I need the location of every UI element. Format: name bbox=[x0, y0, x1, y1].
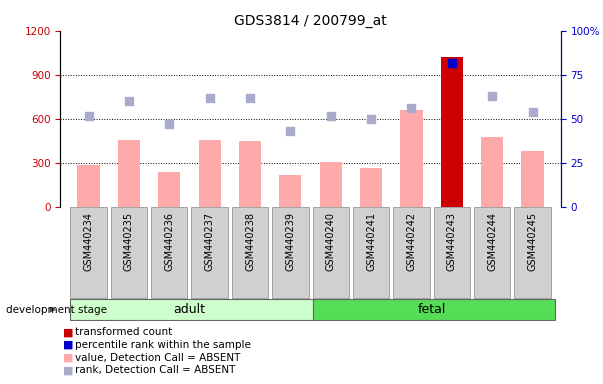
Text: ■: ■ bbox=[63, 327, 74, 337]
Text: value, Detection Call = ABSENT: value, Detection Call = ABSENT bbox=[75, 353, 241, 362]
Text: GSM440241: GSM440241 bbox=[366, 212, 376, 271]
Bar bbox=[393, 207, 429, 298]
Bar bbox=[441, 57, 463, 207]
Point bbox=[124, 98, 134, 104]
Point bbox=[165, 121, 174, 127]
Point bbox=[366, 116, 376, 122]
Text: fetal: fetal bbox=[417, 303, 446, 316]
Text: GSM440244: GSM440244 bbox=[487, 212, 497, 271]
Bar bbox=[320, 162, 342, 207]
Point bbox=[447, 60, 456, 66]
Text: GSM440236: GSM440236 bbox=[164, 212, 174, 271]
Text: transformed count: transformed count bbox=[75, 327, 172, 337]
Text: ■: ■ bbox=[63, 340, 74, 350]
Bar bbox=[71, 207, 107, 298]
Text: ■: ■ bbox=[63, 365, 74, 375]
Bar bbox=[198, 141, 221, 207]
Point bbox=[326, 113, 335, 119]
Text: GSM440234: GSM440234 bbox=[84, 212, 93, 271]
Bar bbox=[151, 207, 188, 298]
Bar bbox=[312, 300, 555, 319]
Point bbox=[406, 105, 416, 111]
Point bbox=[205, 95, 215, 101]
Bar bbox=[312, 207, 349, 298]
Bar bbox=[272, 207, 309, 298]
Bar bbox=[111, 207, 147, 298]
Text: ■: ■ bbox=[63, 353, 74, 362]
Text: GSM440240: GSM440240 bbox=[326, 212, 336, 271]
Point bbox=[528, 109, 537, 115]
Text: development stage: development stage bbox=[6, 305, 107, 314]
Point bbox=[487, 93, 497, 99]
Bar bbox=[158, 172, 180, 207]
Bar bbox=[360, 168, 382, 207]
Bar bbox=[514, 207, 551, 298]
Bar bbox=[77, 165, 99, 207]
Text: GSM440235: GSM440235 bbox=[124, 212, 134, 271]
Point bbox=[245, 95, 255, 101]
Bar bbox=[481, 137, 504, 207]
Text: adult: adult bbox=[174, 303, 206, 316]
Bar bbox=[239, 141, 261, 207]
Text: GSM440242: GSM440242 bbox=[406, 212, 417, 271]
Bar bbox=[71, 300, 312, 319]
Bar bbox=[474, 207, 510, 298]
Text: GSM440238: GSM440238 bbox=[245, 212, 255, 271]
Bar bbox=[118, 140, 140, 207]
Bar bbox=[434, 207, 470, 298]
Text: GSM440237: GSM440237 bbox=[204, 212, 215, 271]
Point bbox=[286, 128, 295, 134]
Bar bbox=[353, 207, 390, 298]
Bar bbox=[400, 110, 423, 207]
Text: GSM440239: GSM440239 bbox=[285, 212, 295, 271]
Bar bbox=[279, 175, 302, 207]
Text: percentile rank within the sample: percentile rank within the sample bbox=[75, 340, 251, 350]
Text: rank, Detection Call = ABSENT: rank, Detection Call = ABSENT bbox=[75, 365, 236, 375]
Point bbox=[84, 113, 93, 119]
Text: GSM440243: GSM440243 bbox=[447, 212, 457, 271]
Bar bbox=[192, 207, 228, 298]
Text: GSM440245: GSM440245 bbox=[528, 212, 537, 271]
Bar bbox=[522, 151, 544, 207]
Bar bbox=[232, 207, 268, 298]
Title: GDS3814 / 200799_at: GDS3814 / 200799_at bbox=[234, 14, 387, 28]
